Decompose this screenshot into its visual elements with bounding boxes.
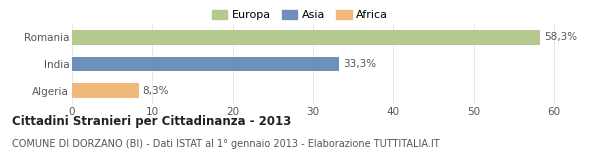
Text: Cittadini Stranieri per Cittadinanza - 2013: Cittadini Stranieri per Cittadinanza - 2… (12, 115, 291, 128)
Text: 58,3%: 58,3% (544, 32, 577, 42)
Text: 33,3%: 33,3% (343, 59, 377, 69)
Bar (72, 83, 139, 98)
Text: COMUNE DI DORZANO (BI) - Dati ISTAT al 1° gennaio 2013 - Elaborazione TUTTITALIA: COMUNE DI DORZANO (BI) - Dati ISTAT al 1… (12, 139, 440, 149)
Bar (72, 57, 340, 71)
Text: 8,3%: 8,3% (143, 86, 169, 96)
Legend: Europa, Asia, Africa: Europa, Asia, Africa (207, 6, 393, 25)
Bar (72, 30, 540, 45)
